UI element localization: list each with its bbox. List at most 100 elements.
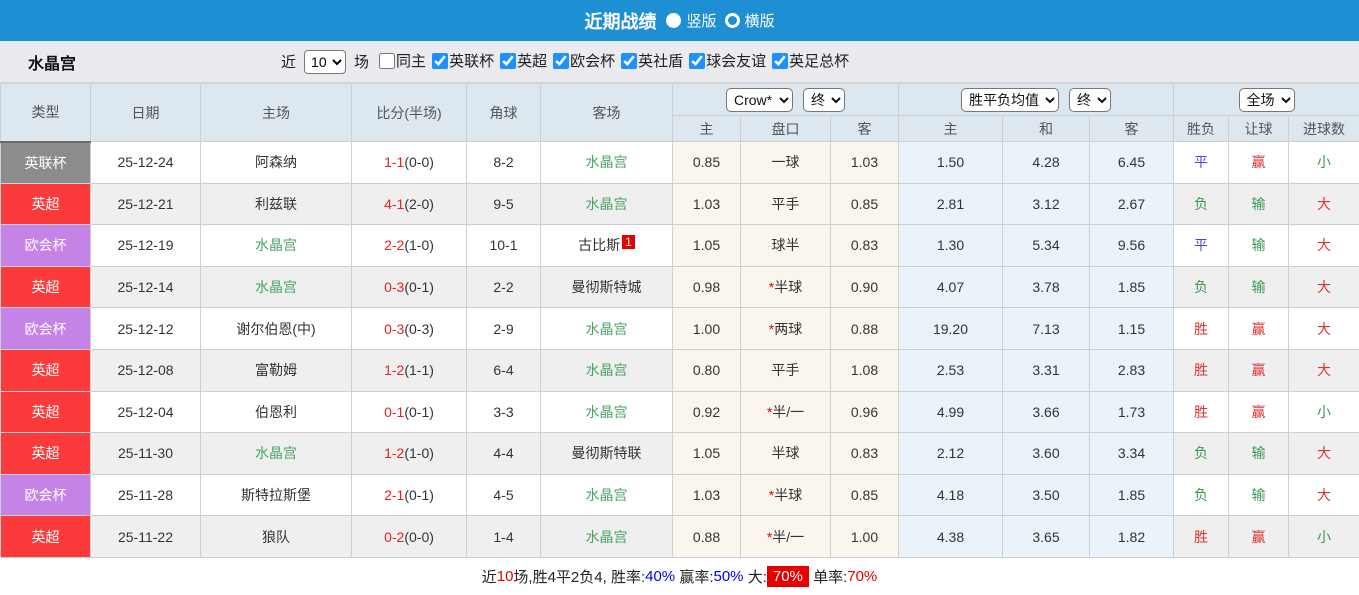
result-handicap: 赢: [1228, 390, 1290, 434]
corner-count: 10-1: [466, 224, 541, 267]
subcol-res-goals: 进球数: [1288, 115, 1359, 142]
match-count-select[interactable]: 10: [304, 49, 347, 74]
match-date: 25-12-21: [90, 182, 201, 226]
halftime-score: (1-1): [404, 362, 434, 379]
subcol-eu-draw: 和: [1002, 115, 1090, 142]
checkbox-label: 球会友谊: [706, 53, 767, 71]
asian-odds-home: 1.05: [672, 224, 741, 267]
match-type-badge: 欧会杯: [0, 224, 91, 267]
footer-big-badge: 70%: [766, 566, 809, 588]
match-type-badge: 英超: [0, 265, 91, 309]
league-checkbox[interactable]: 同主: [379, 50, 426, 71]
fulltime-score: 0-3: [384, 279, 405, 296]
league-checkbox[interactable]: 球会友谊: [689, 50, 766, 71]
league-checkbox[interactable]: 英超: [500, 50, 547, 71]
away-team-link[interactable]: 水晶宫: [585, 528, 628, 545]
home-team-link[interactable]: 水晶宫: [255, 279, 297, 296]
fulltime-score: 0-1: [384, 403, 405, 420]
result-handicap: 赢: [1228, 307, 1290, 350]
home-team-link[interactable]: 富勒姆: [255, 362, 297, 379]
corner-count: 3-3: [466, 390, 541, 434]
score-cell: 0-3(0-1): [351, 265, 467, 309]
handicap-label: 平手: [771, 195, 800, 212]
away-team-link[interactable]: 水晶宫: [585, 320, 628, 337]
home-team-link[interactable]: 狼队: [262, 528, 290, 545]
away-team-link[interactable]: 水晶宫: [585, 154, 628, 171]
result-group-header: 全场: [1173, 83, 1359, 116]
radio-selected-icon[interactable]: [666, 13, 682, 28]
europe-odds-away: 1.82: [1088, 515, 1175, 558]
result-goals: 小: [1288, 515, 1359, 558]
europe-odds-away: 9.56: [1088, 224, 1175, 267]
checkbox-input[interactable]: [772, 52, 789, 69]
home-team-link[interactable]: 谢尔伯恩(中): [236, 320, 316, 337]
bookmaker-select[interactable]: Crow*: [726, 87, 793, 112]
home-team-link[interactable]: 伯恩利: [255, 403, 297, 420]
checkbox-input[interactable]: [689, 52, 706, 69]
corner-count: 2-9: [466, 307, 541, 350]
league-checkbox[interactable]: 英联杯: [432, 50, 494, 71]
checkbox-input[interactable]: [553, 52, 570, 69]
match-date: 25-12-19: [90, 224, 201, 267]
fulltime-score: 0-2: [384, 528, 405, 545]
away-team-link[interactable]: 水晶宫: [585, 195, 628, 212]
europe-odds-home: 4.07: [898, 265, 1003, 309]
checkbox-input[interactable]: [379, 52, 396, 69]
away-team-link[interactable]: 曼彻斯特联: [571, 445, 642, 462]
halftime-score: (0-1): [404, 487, 434, 504]
score-cell: 1-2(1-1): [351, 348, 467, 392]
away-team-link[interactable]: 水晶宫: [585, 362, 628, 379]
away-team-link[interactable]: 古比斯: [578, 237, 621, 254]
asian-odds-home: 0.85: [672, 141, 741, 184]
scope-select[interactable]: 全场: [1238, 87, 1295, 112]
result-goals: 大: [1288, 348, 1359, 392]
away-team-link[interactable]: 水晶宫: [585, 403, 628, 420]
fulltime-score: 2-2: [384, 237, 405, 254]
corner-count: 8-2: [466, 141, 541, 184]
footer-summary: 场,胜4平2负4,: [513, 569, 611, 587]
checkbox-input[interactable]: [621, 52, 638, 69]
league-checkbox[interactable]: 欧会杯: [553, 50, 615, 71]
asian-odds-away: 0.85: [830, 182, 899, 226]
asian-handicap: 球半: [740, 224, 831, 267]
match-date: 25-11-22: [90, 515, 201, 558]
result-wdl: 平: [1173, 141, 1230, 184]
checkbox-label: 英社盾: [638, 53, 684, 71]
footer-handicaprate: 50%: [713, 568, 744, 586]
home-team-link[interactable]: 斯特拉斯堡: [241, 487, 311, 504]
radio-horizontal-layout[interactable]: 横版: [724, 10, 775, 31]
europe-odds-away: 1.15: [1088, 307, 1175, 350]
home-team-link[interactable]: 利兹联: [255, 195, 297, 212]
league-checkbox[interactable]: 英足总杯: [772, 50, 849, 71]
asian-odds-home: 1.03: [672, 473, 741, 517]
handicap-label: 半球: [774, 279, 803, 296]
footer-near: 近: [481, 569, 497, 587]
home-team-link[interactable]: 水晶宫: [255, 445, 297, 462]
europe-time-select[interactable]: 终: [1069, 87, 1111, 112]
europe-odds-draw: 5.34: [1002, 224, 1090, 267]
checkbox-label: 同主: [396, 53, 427, 71]
odds-group-header: Crow* 终: [672, 83, 899, 116]
summary-footer: 近 10 场,胜4平2负4, 胜率: 40% 赢率: 50% 大: 70% 单率…: [0, 558, 1359, 595]
checkbox-input[interactable]: [432, 52, 449, 69]
europe-odds-home: 1.30: [898, 224, 1003, 267]
match-type-badge: 欧会杯: [0, 307, 91, 350]
checkbox-input[interactable]: [500, 52, 517, 69]
table-row: 英超 25-11-22 狼队 0-2(0-0) 1-4 水晶宫 0.88 *半/…: [0, 515, 1359, 558]
away-team-link[interactable]: 水晶宫: [585, 487, 628, 504]
league-checkbox[interactable]: 英社盾: [621, 50, 683, 71]
away-team-link[interactable]: 曼彻斯特城: [571, 279, 642, 296]
footer-winrate: 40%: [645, 568, 676, 586]
odds-time-select[interactable]: 终: [803, 87, 845, 112]
score-cell: 0-2(0-0): [351, 515, 467, 558]
home-team-link[interactable]: 阿森纳: [255, 154, 297, 171]
score-cell: 1-2(1-0): [351, 432, 467, 475]
table-row: 欧会杯 25-12-19 水晶宫 2-2(1-0) 10-1 古比斯 1 1.05…: [0, 224, 1359, 267]
asian-odds-away: 0.96: [830, 390, 899, 434]
radio-vertical-layout[interactable]: 竖版: [666, 10, 717, 31]
europe-type-select[interactable]: 胜平负均值: [961, 87, 1059, 112]
home-team-link[interactable]: 水晶宫: [255, 237, 297, 254]
radio-unselected-icon[interactable]: [724, 13, 740, 28]
corner-count: 1-4: [466, 515, 541, 558]
europe-odds-away: 2.83: [1088, 348, 1175, 392]
